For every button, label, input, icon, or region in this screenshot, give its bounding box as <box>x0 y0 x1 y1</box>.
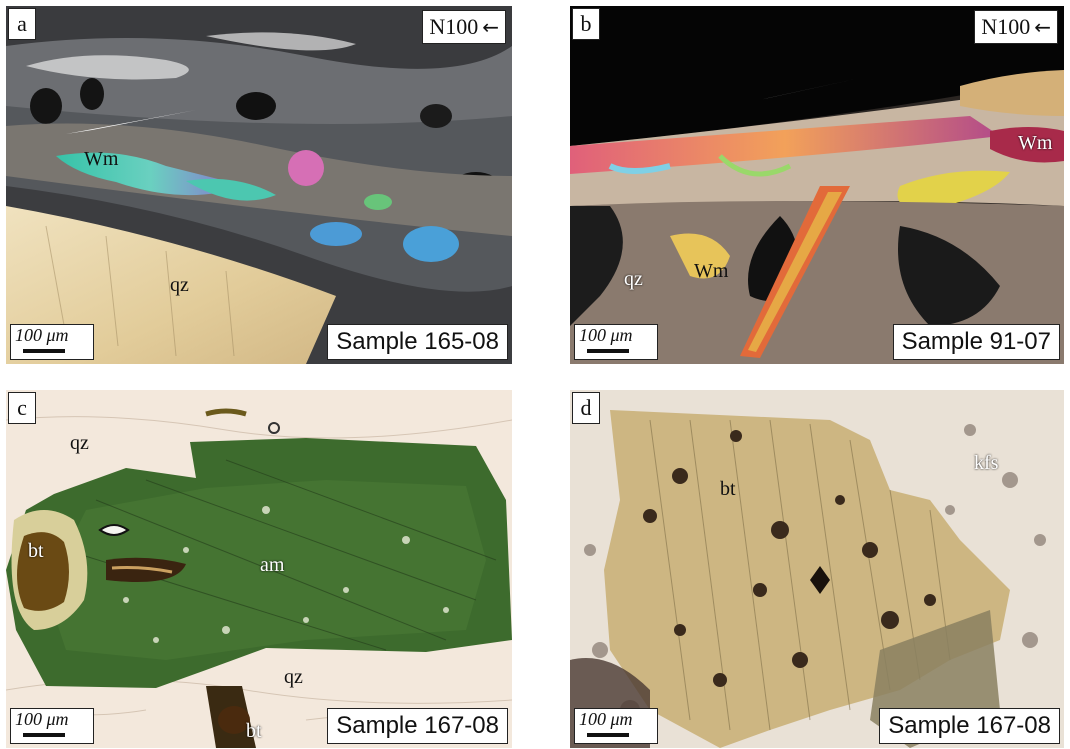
micrograph-image-c <box>6 390 512 748</box>
sample-label-b: Sample 91-07 <box>892 324 1060 360</box>
mineral-label-am: am <box>260 554 285 576</box>
panel-letter-a: a <box>8 8 36 40</box>
mineral-label-qz: qz <box>170 274 189 296</box>
scale-line-d <box>587 733 629 737</box>
scale-bar-b: 100 μm <box>574 324 658 360</box>
mineral-label-bt-1: bt <box>28 540 44 562</box>
scale-line-c <box>23 733 65 737</box>
mineral-label-wm: Wm <box>84 148 119 170</box>
scale-text-b: 100 μm <box>579 325 633 345</box>
scale-line-b <box>587 349 629 353</box>
mineral-label-wm-2: Wm <box>694 260 729 282</box>
scale-bar-c: 100 μm <box>10 708 94 744</box>
micrograph-panel-b: b N100 ← Wm qz Wm 100 μm Sample 91-07 <box>570 6 1064 364</box>
orientation-label-a: N100 ← <box>422 10 506 44</box>
panel-letter-d: d <box>572 392 600 424</box>
scale-bar-a: 100 μm <box>10 324 94 360</box>
micrograph-panel-d: d bt kfs 100 μm Sample 167-08 <box>570 390 1064 748</box>
scale-text-a: 100 μm <box>15 325 69 345</box>
panel-letter-c: c <box>8 392 36 424</box>
scale-bar-d: 100 μm <box>574 708 658 744</box>
orientation-label-b: N100 ← <box>974 10 1058 44</box>
mineral-label-wm-1: Wm <box>1018 132 1053 154</box>
sample-label-a: Sample 165-08 <box>327 324 508 360</box>
left-arrow-icon: ← <box>1034 15 1051 39</box>
orientation-text-a: N100 <box>429 14 479 39</box>
mineral-label-bt-2: bt <box>246 720 262 742</box>
micrograph-image-a <box>6 6 512 364</box>
scale-text-c: 100 μm <box>15 709 69 729</box>
scale-line-a <box>23 349 65 353</box>
mineral-label-qz: qz <box>624 268 643 290</box>
micrograph-panel-c: c qz bt am qz bt 100 μm Sample 167-08 <box>6 390 512 748</box>
orientation-text-b: N100 <box>981 14 1031 39</box>
mineral-label-qz-1: qz <box>70 432 89 454</box>
mineral-label-bt: bt <box>720 478 736 500</box>
scale-text-d: 100 μm <box>579 709 633 729</box>
sample-label-d: Sample 167-08 <box>879 708 1060 744</box>
micrograph-image-b <box>570 6 1064 364</box>
mineral-label-qz-2: qz <box>284 666 303 688</box>
sample-label-c: Sample 167-08 <box>327 708 508 744</box>
micrograph-panel-a: a N100 ← Wm qz 100 μm Sample 165-08 <box>6 6 512 364</box>
micrograph-image-d <box>570 390 1064 748</box>
mineral-label-kfs: kfs <box>974 452 999 474</box>
panel-letter-b: b <box>572 8 600 40</box>
left-arrow-icon: ← <box>482 15 499 39</box>
